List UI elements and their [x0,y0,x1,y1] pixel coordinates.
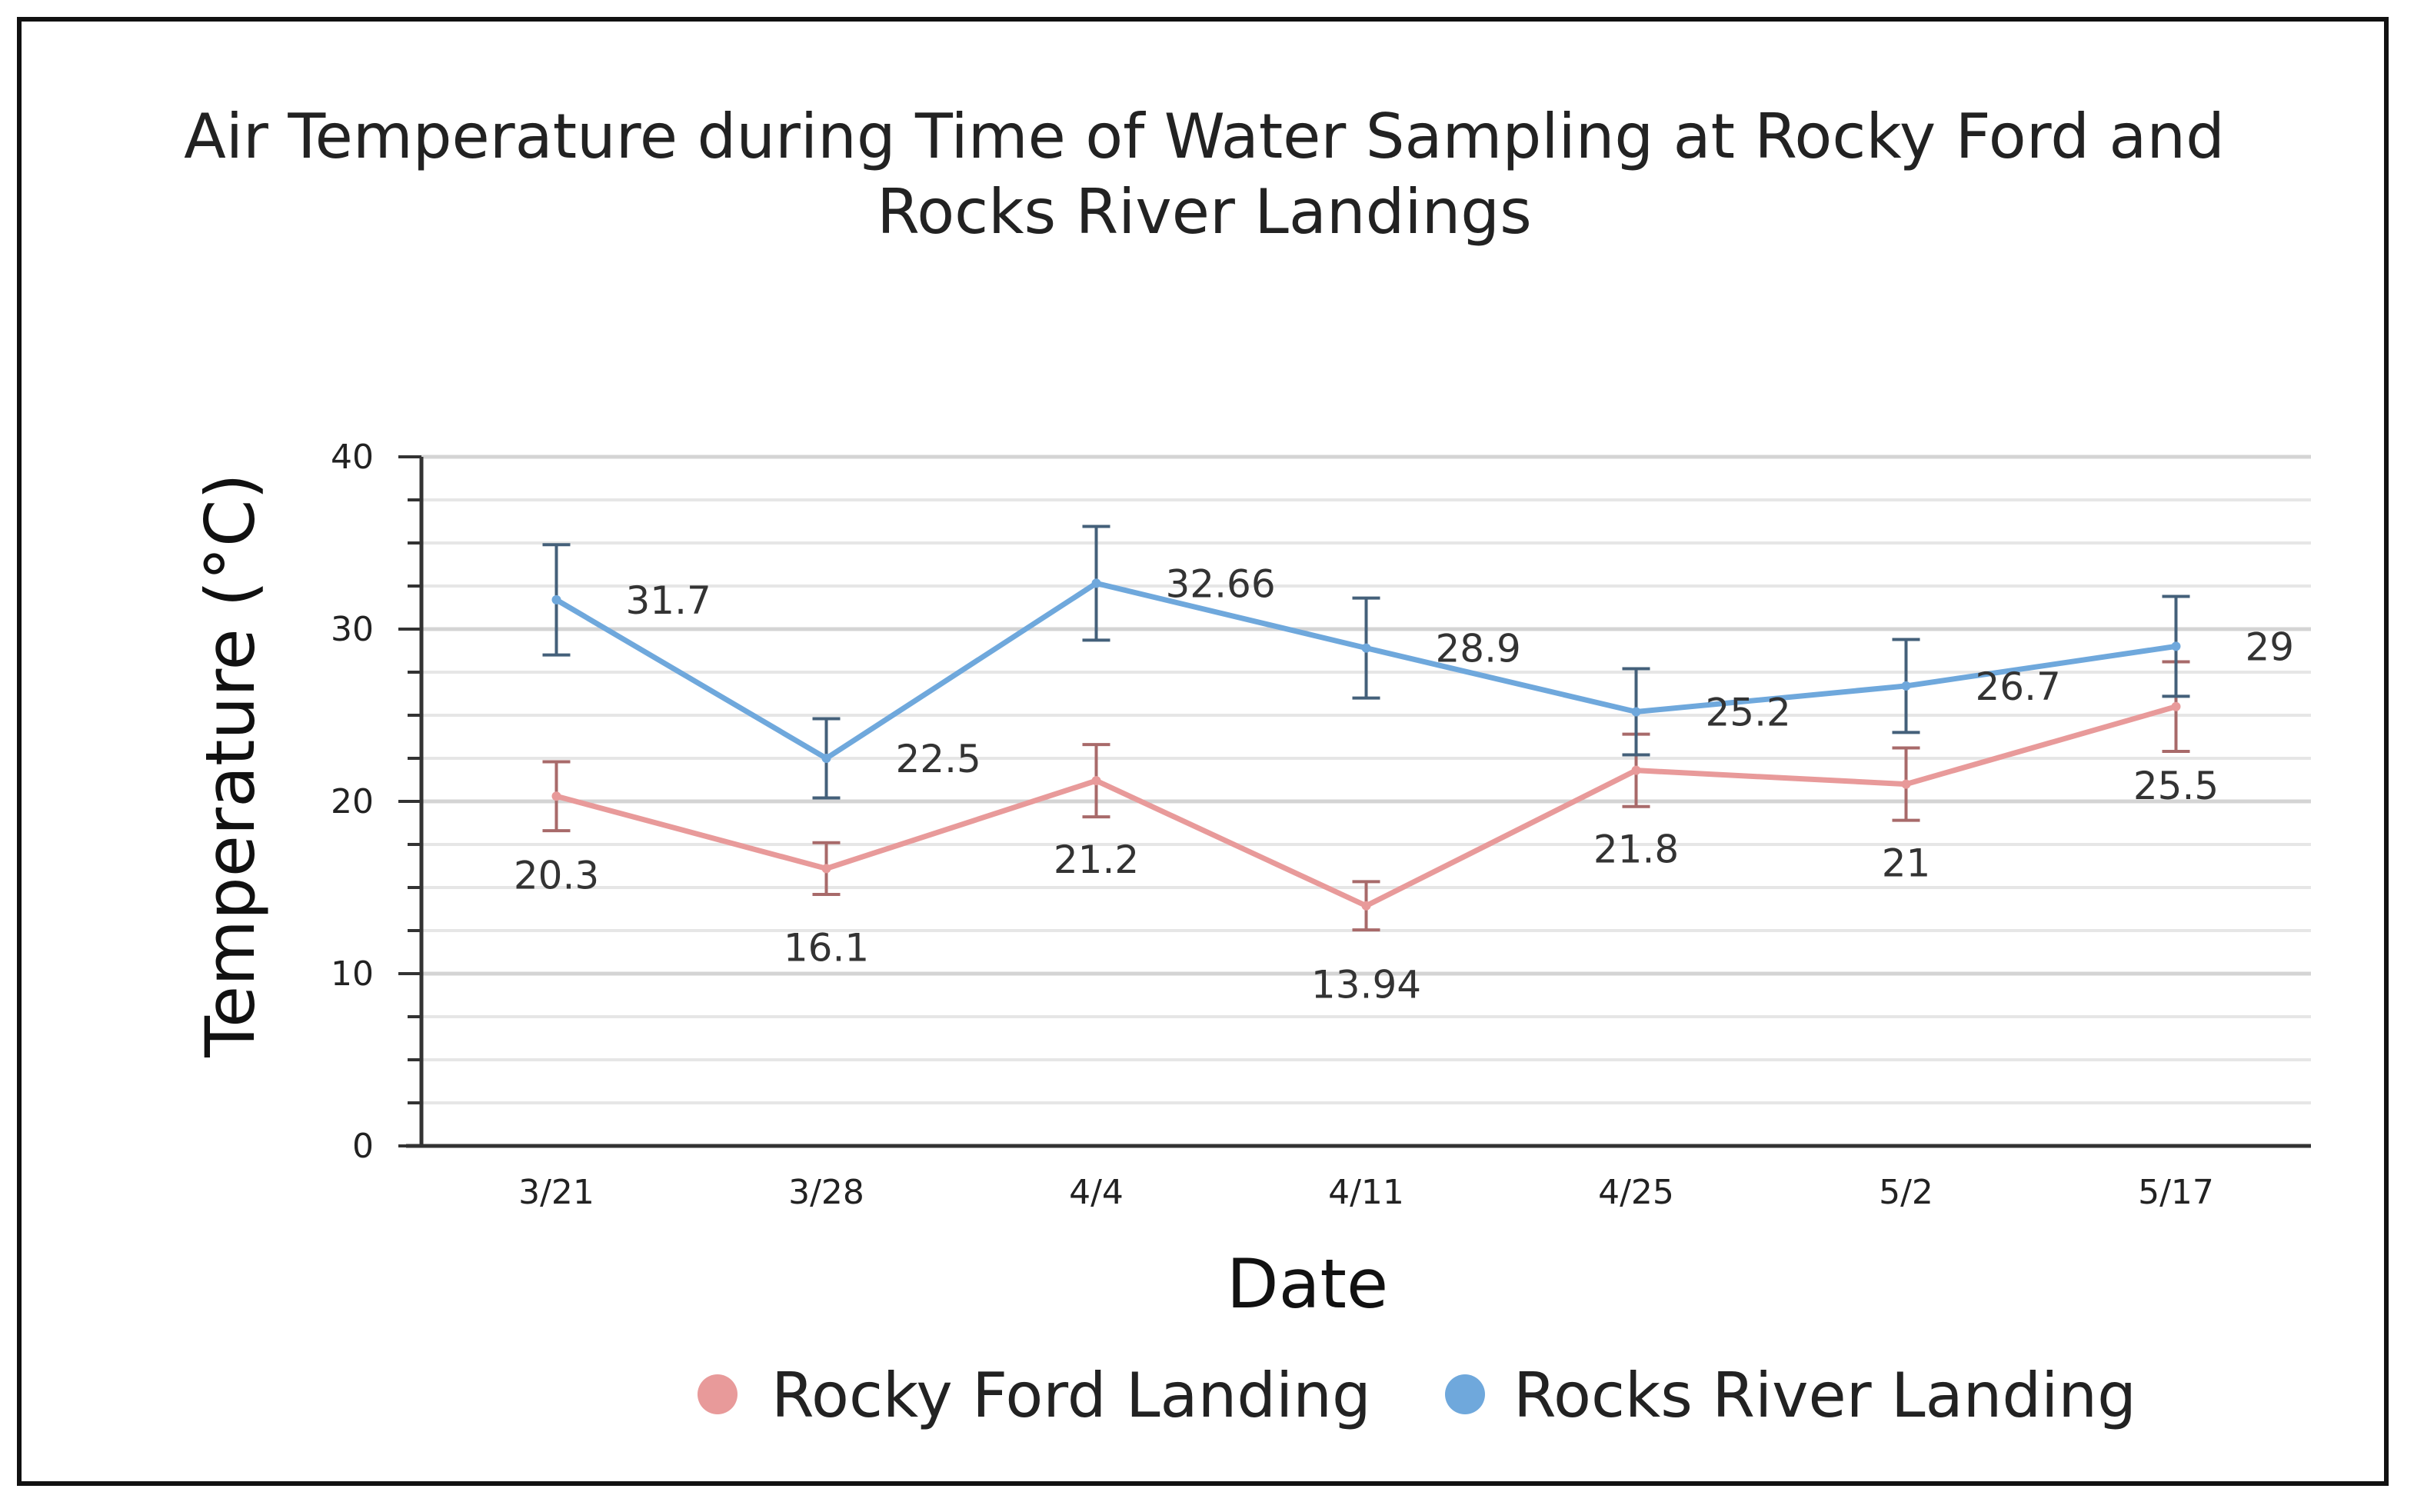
data-label-rocky-ford: 21.2 [1054,838,1139,882]
chart-frame [17,17,2389,1486]
x-tick-label: 4/4 [1069,1173,1124,1212]
data-point-rocky-ford [1631,765,1641,775]
data-label-rocks-river: 28.9 [1436,627,1521,671]
x-tick-label: 5/17 [2138,1173,2214,1212]
y-tick-label: 0 [352,1127,374,1166]
data-point-rocks-river [1631,707,1641,717]
x-tick-label: 4/25 [1598,1173,1674,1212]
y-tick-label: 40 [331,438,374,477]
legend-label-rocky-ford: Rocky Ford Landing [771,1360,1371,1431]
legend-marker-rocks-river [1445,1374,1485,1414]
legend-marker-rocky-ford [698,1374,738,1414]
data-point-rocks-river [1361,643,1371,653]
data-label-rocks-river: 25.2 [1706,691,1791,735]
data-point-rocky-ford [1091,776,1101,786]
series-line-rocky-ford [555,704,2177,909]
data-labels: 20.3 16.1 21.2 13.94 21.8 21 25.5 31.7 22.5 32.66… [514,561,2294,1007]
y-tick-label: 10 [331,954,374,994]
data-label-rocks-river: 32.66 [1166,561,1276,606]
legend: Rocky Ford Landing Rocks River Landing [698,1360,2136,1431]
chart-title-line-2: Rocks River Landings [877,176,1532,248]
y-tick-label: 30 [331,610,374,649]
chart-title-line-1: Air Temperature during Time of Water Sam… [184,101,2225,172]
data-point-rocks-river [2171,641,2181,651]
data-point-rocky-ford [821,864,831,874]
data-label-rocky-ford: 16.1 [784,925,869,970]
data-point-rocks-river [1901,681,1911,691]
data-point-rocks-river [551,594,561,604]
series-group [542,525,2190,932]
data-label-rocky-ford: 21 [1882,841,1931,886]
x-tick-label: 5/2 [1879,1173,1933,1212]
data-point-rocky-ford [1901,779,1911,789]
x-tick-label: 3/28 [788,1173,864,1212]
data-label-rocky-ford: 25.5 [2133,764,2219,808]
data-label-rocky-ford: 21.8 [1593,828,1679,872]
data-label-rocky-ford: 20.3 [514,853,599,898]
y-axis-title: Temperature (°C) [191,473,270,1058]
axes: 0 10 20 30 40 3/21 3/28 4/4 4/11 4/25 5/2 5/17 [331,438,2311,1212]
data-label-rocks-river: 29 [2246,624,2295,669]
grid-lines [421,455,2311,1104]
legend-label-rocks-river: Rocks River Landing [1513,1360,2136,1431]
data-point-rocks-river [1091,578,1101,588]
data-point-rocks-river [821,754,831,763]
data-point-rocky-ford [2171,701,2181,711]
y-tick-label: 20 [331,782,374,821]
data-label-rocks-river: 26.7 [1976,664,2061,709]
data-label-rocky-ford: 13.94 [1311,963,1421,1007]
x-tick-label: 3/21 [518,1173,594,1212]
data-point-rocky-ford [551,791,561,801]
x-axis-title: Date [1227,1244,1388,1324]
data-label-rocks-river: 22.5 [896,737,981,781]
data-label-rocks-river: 31.7 [626,578,711,623]
x-tick-label: 4/11 [1328,1173,1404,1212]
data-point-rocky-ford [1361,901,1371,911]
